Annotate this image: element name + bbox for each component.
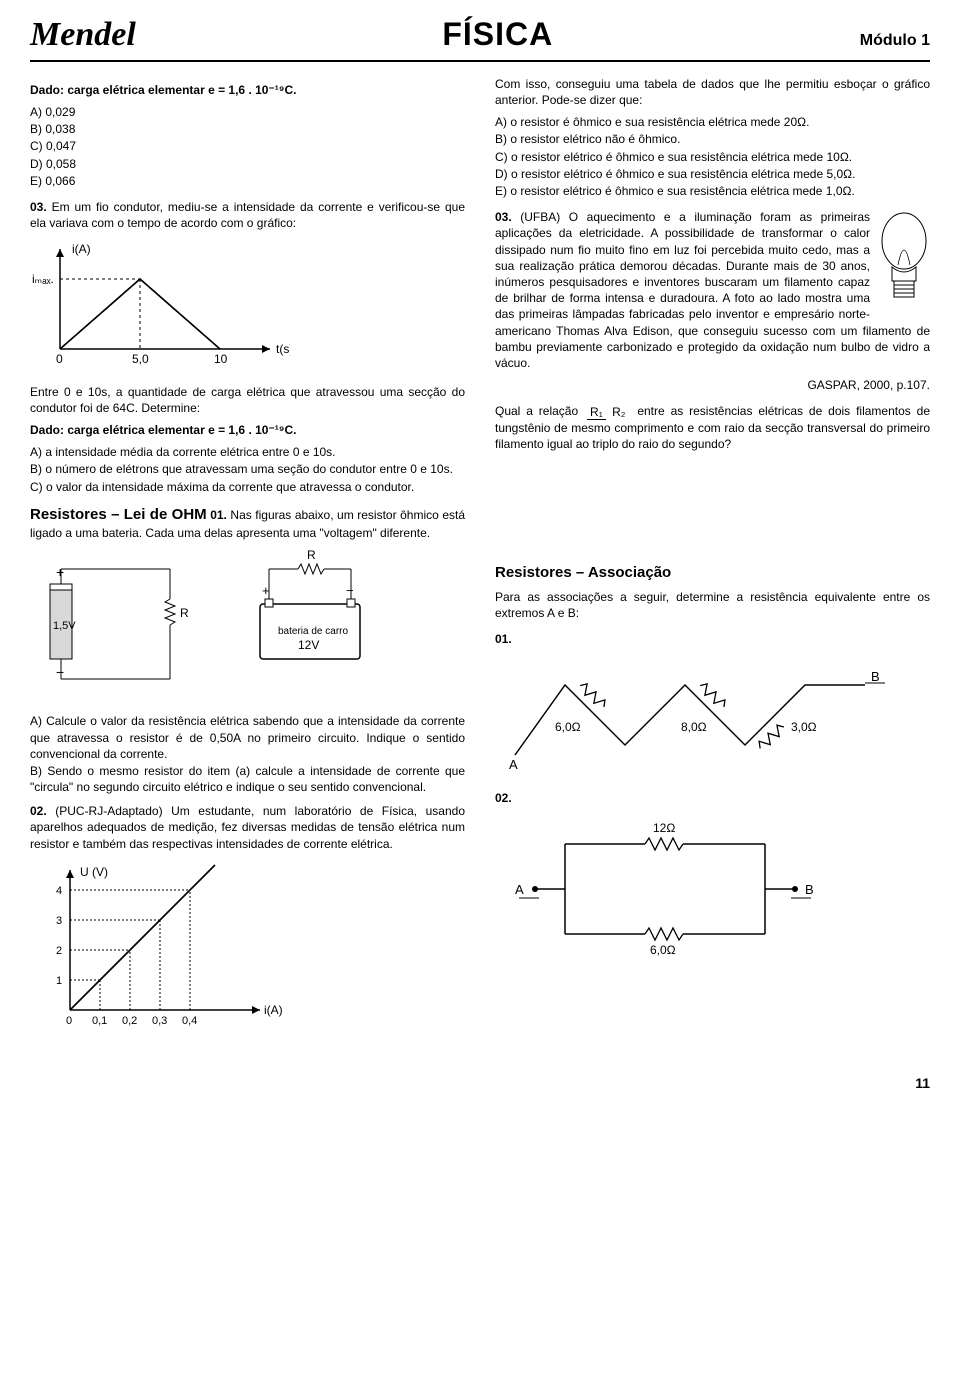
fraction: R₁ R₂ [587,404,628,420]
q03-left: 03. Em um fio condutor, mediu-se a inten… [30,199,465,231]
opt-e: E) 0,066 [30,173,465,189]
svg-text:−: − [56,664,64,680]
q02-left: 02. (PUC-RJ-Adaptado) Um estudante, num … [30,803,465,852]
assoc-text: Para as associações a seguir, determine … [495,589,930,621]
graph-u-i: U (V) i(A) 1 2 3 4 0 0,1 0,2 0,3 [30,860,465,1034]
q03-body: Em um fio condutor, mediu-se a intensida… [30,200,465,230]
parts-block: A) a intensidade média da corrente elétr… [30,444,465,495]
ropt-b: B) o resistor elétrico não é ôhmico. [495,131,930,147]
opt-b: B) 0,038 [30,121,465,137]
dado-line-2: Dado: carga elétrica elementar e = 1,6 .… [30,422,465,438]
page-number: 11 [30,1074,930,1093]
dado-text: Dado: carga elétrica elementar e = 1,6 .… [30,83,296,97]
xlabel: t(s) [276,342,290,356]
svg-text:R: R [307,549,316,562]
svg-text:6,0Ω: 6,0Ω [555,720,581,734]
brand-logo: Mendel [30,12,136,58]
q02-num: 02. [30,804,47,818]
ropt-c: C) o resistor elétrico é ôhmico e sua re… [495,149,930,165]
relation-question: Qual a relação R₁ R₂ entre as resistênci… [495,403,930,452]
svg-text:4: 4 [56,885,62,897]
q02-text: (PUC-RJ-Adaptado) Um estudante, num labo… [30,804,465,850]
ropt-a: A) o resistor é ôhmico e sua resistência… [495,114,930,130]
content-columns: Dado: carga elétrica elementar e = 1,6 .… [30,76,930,1044]
svg-text:R: R [180,606,189,620]
svg-text:+: + [262,583,270,598]
svg-text:0,3: 0,3 [152,1015,167,1027]
opt-a: A) 0,029 [30,104,465,120]
ytick: iₘₐₓ. [32,272,54,286]
svg-text:1,5V: 1,5V [53,620,76,632]
dado-line: Dado: carga elétrica elementar e = 1,6 .… [30,82,465,98]
right-options: A) o resistor é ôhmico e sua resistência… [495,114,930,199]
xt0: 0 [56,352,63,366]
svg-text:0,1: 0,1 [92,1015,107,1027]
opt-c: C) 0,047 [30,138,465,154]
svg-text:12Ω: 12Ω [653,821,675,835]
right-intro: Com isso, conseguiu uma tabela de dados … [495,76,930,108]
svg-text:A: A [509,757,518,772]
xt1: 5,0 [132,352,149,366]
part-b: B) o número de elétrons que atravessam u… [30,461,465,477]
svg-text:bateria de carro: bateria de carro [278,626,348,637]
ropt-d: D) o resistor elétrico é ôhmico e sua re… [495,166,930,182]
svg-text:i(A): i(A) [264,1003,283,1017]
ohm-heading: Resistores – Lei de OHM 01. Nas figuras … [30,505,465,541]
q03-right-wrap: 03. (UFBA) O aquecimento e a iluminação … [495,209,930,371]
svg-text:1: 1 [56,975,62,987]
circuit-02: A B 12Ω 6,0Ω [495,814,930,968]
svg-text:U (V): U (V) [80,865,108,879]
q03r-num: 03. [495,210,512,224]
svg-text:B: B [871,669,880,684]
q03-right: 03. (UFBA) O aquecimento e a iluminação … [495,209,930,371]
page-header: Mendel FÍSICA Módulo 1 [30,12,930,62]
svg-text:A: A [515,882,524,897]
lightbulb-icon [878,209,930,309]
svg-text:0: 0 [66,1015,72,1027]
graph-i-t: i(A) t(s) iₘₐₓ. 0 5,0 10 [30,239,465,373]
xt2: 10 [214,352,228,366]
svg-text:12V: 12V [298,638,319,652]
assoc-title: Resistores – Associação [495,563,930,583]
opt-d: D) 0,058 [30,156,465,172]
ohm-title: Resistores – Lei de OHM [30,506,207,523]
options-block-1: A) 0,029 B) 0,038 C) 0,047 D) 0,058 E) 0… [30,104,465,189]
assoc-q02: 02. [495,791,512,805]
q03-number: 03. [30,200,47,214]
q03r-text: (UFBA) O aquecimento e a iluminação fora… [495,210,930,370]
svg-text:−: − [346,583,354,598]
part-a: A) a intensidade média da corrente elétr… [30,444,465,460]
circuits-figure: 1,5V + − R bateria de carro 12V + − [30,549,465,703]
ohm-item-a: A) Calcule o valor da resistência elétri… [30,713,465,762]
circuit-01: A B 6,0Ω 8,0Ω 3,0Ω [495,655,930,779]
svg-text:B: B [805,882,814,897]
left-column: Dado: carga elétrica elementar e = 1,6 .… [30,76,465,1044]
svg-text:3,0Ω: 3,0Ω [791,720,817,734]
ohm-item-b: B) Sendo o mesmo resistor do item (a) ca… [30,763,465,795]
part-c: C) o valor da intensidade máxima da corr… [30,479,465,495]
svg-text:3: 3 [56,915,62,927]
after-graph-text: Entre 0 e 10s, a quantidade de carga elé… [30,384,465,416]
module-label: Módulo 1 [860,30,930,52]
svg-text:0,2: 0,2 [122,1015,137,1027]
citation: GASPAR, 2000, p.107. [495,377,930,393]
svg-text:0,4: 0,4 [182,1015,197,1027]
svg-text:6,0Ω: 6,0Ω [650,943,676,957]
ylabel: i(A) [72,242,91,256]
right-column: Com isso, conseguiu uma tabela de dados … [495,76,930,1044]
svg-text:2: 2 [56,945,62,957]
relq1: Qual a relação [495,404,584,418]
frac-top: R₁ [587,405,606,420]
assoc-q01: 01. [495,632,512,646]
svg-text:+: + [56,564,64,580]
subject-title: FÍSICA [136,13,860,56]
ohm-q01-num: 01. [207,508,227,522]
dado2-text: Dado: carga elétrica elementar e = 1,6 .… [30,423,296,437]
frac-bot: R₂ [609,405,628,419]
ropt-e: E) o resistor elétrico é ôhmico e sua re… [495,183,930,199]
svg-text:8,0Ω: 8,0Ω [681,720,707,734]
